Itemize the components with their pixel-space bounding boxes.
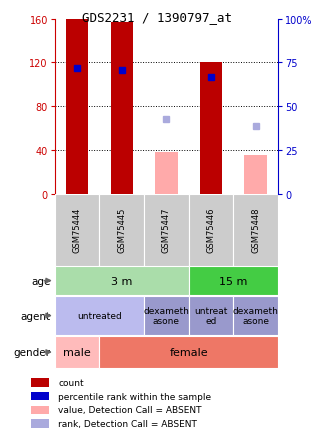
Bar	[31, 378, 49, 387]
Bar	[200, 63, 222, 194]
Text: GSM75445: GSM75445	[117, 207, 126, 253]
Bar	[55, 266, 189, 295]
Bar	[100, 194, 144, 266]
Bar	[31, 392, 49, 401]
Bar	[31, 420, 49, 428]
Text: count: count	[59, 378, 84, 387]
Text: 15 m: 15 m	[219, 276, 248, 286]
Text: untreat
ed: untreat ed	[194, 306, 228, 326]
Text: agent: agent	[20, 311, 50, 321]
Text: GSM75448: GSM75448	[251, 207, 260, 253]
Bar	[66, 20, 88, 194]
Bar	[144, 194, 189, 266]
Bar	[55, 194, 100, 266]
Bar	[144, 297, 189, 335]
Bar	[55, 297, 144, 335]
Bar	[233, 194, 278, 266]
Text: dexameth
asone: dexameth asone	[143, 306, 189, 326]
Text: GSM75446: GSM75446	[207, 207, 215, 253]
Text: percentile rank within the sample: percentile rank within the sample	[59, 391, 212, 401]
Text: female: female	[169, 347, 208, 357]
Bar	[31, 406, 49, 414]
Bar	[55, 336, 100, 368]
Text: rank, Detection Call = ABSENT: rank, Detection Call = ABSENT	[59, 419, 197, 428]
Bar	[189, 297, 233, 335]
Text: GDS2231 / 1390797_at: GDS2231 / 1390797_at	[81, 11, 232, 24]
Bar	[244, 156, 267, 194]
Text: gender: gender	[13, 347, 50, 357]
Bar	[110, 23, 133, 194]
Text: 3 m: 3 m	[111, 276, 132, 286]
Text: dexameth
asone: dexameth asone	[233, 306, 279, 326]
Bar	[155, 153, 177, 194]
Text: GSM75444: GSM75444	[73, 207, 82, 253]
Bar	[233, 297, 278, 335]
Text: male: male	[63, 347, 91, 357]
Bar	[100, 336, 278, 368]
Text: GSM75447: GSM75447	[162, 207, 171, 253]
Bar	[189, 194, 233, 266]
Bar	[189, 266, 278, 295]
Text: age: age	[31, 276, 50, 286]
Text: untreated: untreated	[77, 311, 122, 320]
Text: value, Detection Call = ABSENT: value, Detection Call = ABSENT	[59, 405, 202, 414]
